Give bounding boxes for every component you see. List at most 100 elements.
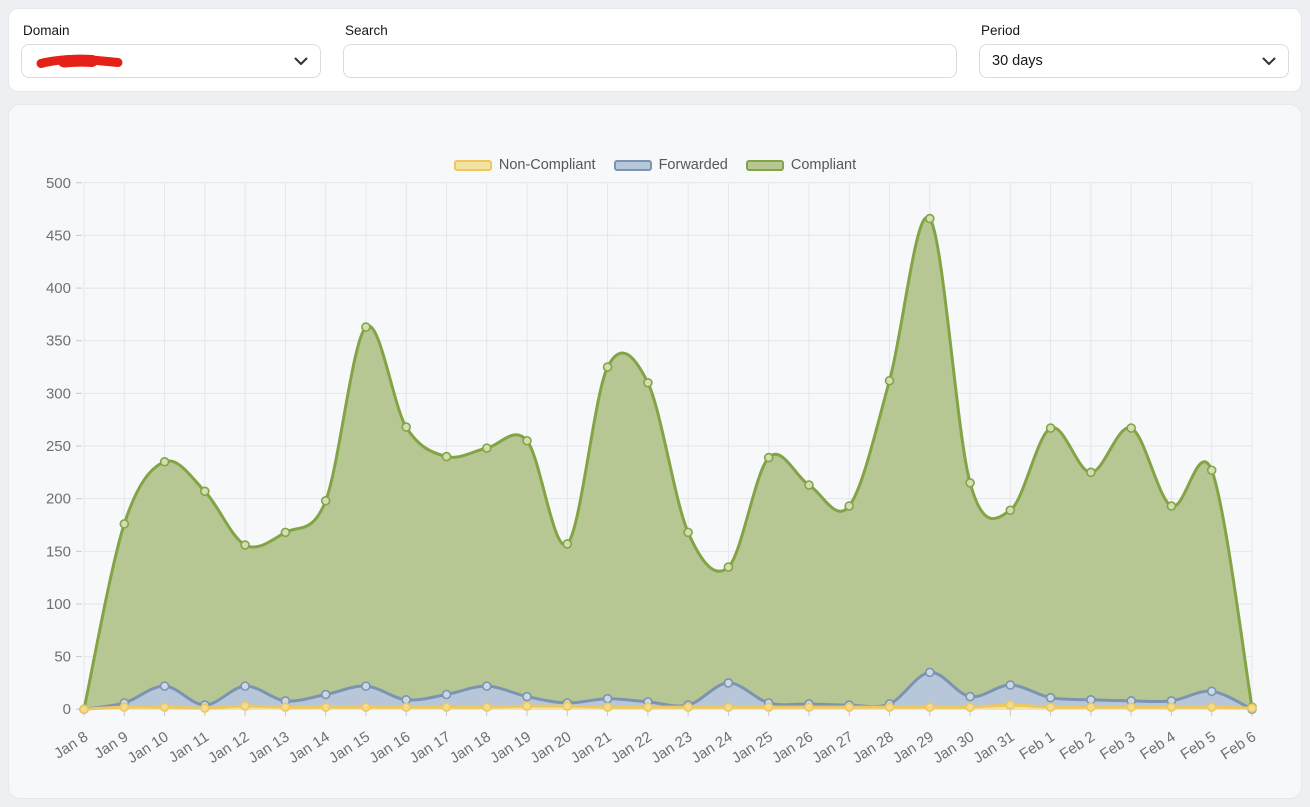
point-compliant[interactable] bbox=[401, 422, 412, 432]
point-non-compliant[interactable] bbox=[763, 702, 774, 712]
point-non-compliant[interactable] bbox=[481, 702, 492, 712]
point-non-compliant[interactable] bbox=[1086, 702, 1096, 712]
point-non-compliant[interactable] bbox=[562, 701, 573, 711]
point-non-compliant[interactable] bbox=[723, 702, 734, 712]
point-compliant[interactable] bbox=[361, 322, 371, 332]
point-non-compliant[interactable] bbox=[804, 702, 814, 712]
point-forwarded[interactable] bbox=[723, 678, 734, 688]
point-compliant[interactable] bbox=[280, 527, 291, 538]
point-compliant[interactable] bbox=[1005, 505, 1016, 516]
point-compliant[interactable] bbox=[1126, 423, 1136, 433]
point-forwarded[interactable] bbox=[924, 667, 935, 678]
point-forwarded[interactable] bbox=[1206, 686, 1217, 697]
point-forwarded[interactable] bbox=[441, 689, 452, 700]
legend-item-forwarded[interactable]: Forwarded bbox=[613, 157, 728, 173]
point-compliant[interactable] bbox=[1086, 467, 1096, 478]
point-non-compliant[interactable] bbox=[200, 703, 210, 713]
point-forwarded[interactable] bbox=[320, 689, 331, 700]
legend-item-compliant[interactable]: Compliant bbox=[745, 157, 856, 173]
point-non-compliant[interactable] bbox=[1247, 703, 1257, 713]
point-forwarded[interactable] bbox=[159, 681, 170, 691]
point-non-compliant[interactable] bbox=[401, 702, 412, 712]
point-non-compliant[interactable] bbox=[1045, 702, 1056, 712]
point-compliant[interactable] bbox=[240, 540, 250, 550]
x-tick-label: Jan 31 bbox=[970, 728, 1017, 767]
area-forwarded bbox=[84, 672, 1252, 710]
point-non-compliant[interactable] bbox=[361, 702, 371, 712]
point-forwarded[interactable] bbox=[240, 681, 250, 691]
point-compliant[interactable] bbox=[119, 519, 130, 529]
point-forwarded[interactable] bbox=[361, 681, 371, 691]
point-compliant[interactable] bbox=[522, 435, 532, 446]
point-non-compliant[interactable] bbox=[602, 702, 613, 712]
point-non-compliant[interactable] bbox=[79, 704, 89, 715]
x-tick-label: Jan 27 bbox=[809, 728, 856, 767]
point-forwarded[interactable] bbox=[481, 681, 492, 691]
point-forwarded[interactable] bbox=[602, 693, 613, 704]
x-tick-label: Jan 20 bbox=[527, 728, 574, 767]
x-tick-label: Jan 17 bbox=[407, 728, 454, 767]
point-non-compliant[interactable] bbox=[1166, 702, 1177, 712]
point-non-compliant[interactable] bbox=[844, 702, 855, 712]
point-non-compliant[interactable] bbox=[320, 702, 331, 712]
chart-card: Non-Compliant Forwarded Compliant 0 50 100 15… bbox=[8, 104, 1302, 799]
point-non-compliant[interactable] bbox=[441, 702, 452, 712]
point-compliant[interactable] bbox=[884, 375, 895, 386]
point-forwarded[interactable] bbox=[965, 691, 975, 702]
point-non-compliant[interactable] bbox=[1126, 702, 1136, 712]
point-forwarded[interactable] bbox=[522, 691, 532, 702]
chevron-down-icon bbox=[294, 57, 308, 65]
point-non-compliant[interactable] bbox=[965, 702, 975, 712]
search-input[interactable] bbox=[343, 44, 957, 78]
point-non-compliant[interactable] bbox=[280, 702, 291, 712]
point-compliant[interactable] bbox=[1045, 423, 1056, 433]
point-compliant[interactable] bbox=[763, 452, 774, 463]
point-forwarded[interactable] bbox=[1005, 680, 1016, 690]
point-non-compliant[interactable] bbox=[522, 701, 532, 711]
point-compliant[interactable] bbox=[723, 562, 734, 572]
point-non-compliant[interactable] bbox=[884, 702, 895, 712]
x-tick-label: Jan 16 bbox=[366, 728, 413, 767]
x-tick-label: Jan 10 bbox=[125, 728, 172, 767]
point-compliant[interactable] bbox=[683, 527, 693, 538]
x-tick-label: Jan 22 bbox=[608, 728, 655, 767]
point-non-compliant[interactable] bbox=[159, 702, 170, 712]
point-compliant[interactable] bbox=[965, 478, 975, 488]
x-tick-label: Jan 24 bbox=[689, 728, 736, 767]
point-compliant[interactable] bbox=[844, 501, 855, 511]
legend-item-non-compliant[interactable]: Non-Compliant bbox=[453, 157, 596, 173]
x-tick-label: Jan 8 bbox=[51, 728, 91, 762]
period-field: Period 30 days bbox=[979, 21, 1289, 78]
search-field: Search bbox=[343, 21, 957, 78]
x-tick-label: Feb 6 bbox=[1218, 728, 1259, 763]
point-compliant[interactable] bbox=[804, 480, 814, 490]
point-compliant[interactable] bbox=[1206, 465, 1217, 476]
domain-select[interactable] bbox=[21, 44, 321, 78]
point-compliant[interactable] bbox=[602, 362, 613, 372]
point-non-compliant[interactable] bbox=[240, 701, 250, 711]
point-forwarded[interactable] bbox=[1045, 692, 1056, 703]
x-tick-label: Jan 14 bbox=[286, 728, 333, 767]
x-tick-label: Feb 4 bbox=[1137, 728, 1178, 763]
point-compliant[interactable] bbox=[1166, 501, 1177, 511]
series-compliant bbox=[79, 213, 1257, 715]
point-compliant[interactable] bbox=[200, 486, 210, 497]
point-compliant[interactable] bbox=[924, 213, 935, 224]
period-value: 30 days bbox=[992, 53, 1043, 69]
point-compliant[interactable] bbox=[562, 539, 573, 549]
point-compliant[interactable] bbox=[441, 451, 452, 462]
point-non-compliant[interactable] bbox=[1206, 702, 1217, 712]
compliance-area-chart: 0 50 100 150 200 250 300 350 400 450 500 Jan 8 Jan 9… bbox=[46, 175, 1259, 767]
point-non-compliant[interactable] bbox=[119, 702, 130, 712]
point-non-compliant[interactable] bbox=[1005, 700, 1016, 710]
point-non-compliant[interactable] bbox=[683, 702, 693, 712]
period-select[interactable]: 30 days bbox=[979, 44, 1289, 78]
point-compliant[interactable] bbox=[159, 456, 170, 467]
point-non-compliant[interactable] bbox=[924, 702, 935, 712]
point-compliant[interactable] bbox=[320, 495, 331, 506]
point-compliant[interactable] bbox=[643, 378, 653, 388]
domain-field: Domain bbox=[21, 21, 321, 78]
point-non-compliant[interactable] bbox=[643, 702, 653, 712]
point-compliant[interactable] bbox=[481, 443, 492, 453]
y-tick-label: 0 bbox=[63, 701, 71, 718]
